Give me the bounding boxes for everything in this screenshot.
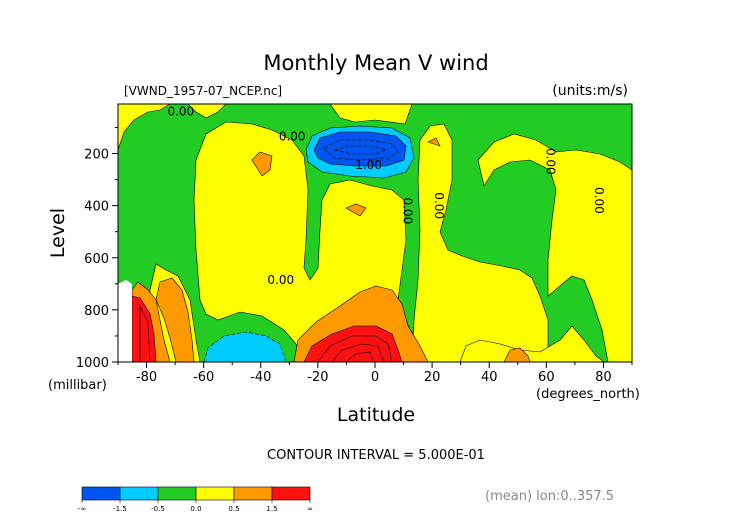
legend-label: -1.5 [113, 505, 127, 513]
contour-label: 0.00 [279, 129, 306, 143]
dataset-label: [VWND_1957-07_NCEP.nc] [124, 84, 282, 98]
chart-title: Monthly Mean V wind [263, 51, 488, 75]
contour-fill-negative [203, 331, 287, 362]
units-label: (units:m/s) [552, 83, 628, 99]
contour-label: 0.00 [167, 105, 194, 119]
color-legend: -∞ -1.5 -0.5 0.0 0.5 1.5 ∞ [78, 486, 313, 513]
y-tick-label: 400 [84, 200, 109, 215]
contour-fill-positive [251, 151, 273, 177]
contour-label: 0.00 [401, 197, 415, 224]
contour-label: 0.00 [592, 187, 606, 214]
x-axis: -80 -60 -40 -20 0 20 40 60 80 [117, 362, 633, 385]
legend-swatch [271, 486, 311, 501]
contour-interval-note: CONTOUR INTERVAL = 5.000E-01 [267, 448, 485, 463]
x-tick-label: -40 [250, 370, 271, 385]
contour-label: 0.00 [432, 192, 446, 219]
legend-label: -∞ [78, 505, 86, 513]
x-axis-title: Latitude [337, 404, 415, 426]
contour-labels: 0.00 0.00 0.00 0.00 0.00 0.00 0.00 -1.00 [167, 105, 605, 287]
contour-fill-strong-negative [313, 131, 407, 167]
contour-fills [118, 104, 632, 362]
y-axis-title: Level [47, 208, 69, 258]
legend-swatch [157, 486, 197, 501]
contour-fill-positive [427, 137, 441, 147]
contour-label: -1.00 [351, 158, 382, 172]
y-tick-label: 200 [84, 148, 109, 163]
x-tick-label: -80 [136, 370, 157, 385]
contour-fill-positive [155, 277, 195, 362]
y-tick-label: 800 [84, 304, 109, 319]
x-tick-label: 0 [371, 370, 379, 385]
legend-swatch [119, 486, 159, 501]
contour-fill-weak-positive [477, 133, 632, 362]
missing-data-mask [118, 280, 132, 362]
contour-fill-weak-positive [459, 325, 605, 362]
x-tick-label: 20 [424, 370, 441, 385]
y-axis: 200 400 600 800 1000 [76, 126, 118, 371]
contour-fill-positive [345, 203, 367, 217]
x-units-label: (degrees_north) [536, 387, 640, 402]
x-tick-label: -60 [193, 370, 214, 385]
x-tick-label: 60 [538, 370, 555, 385]
legend-swatch [233, 486, 273, 501]
legend-label: 1.5 [266, 505, 277, 513]
y-tick-label: 1000 [76, 356, 109, 371]
contour-fill-weak-positive [411, 123, 549, 362]
y-tick-label: 600 [84, 252, 109, 267]
y-units-label: (millibar) [48, 378, 107, 393]
x-tick-label: 80 [595, 370, 612, 385]
contour-fill-positive [503, 347, 531, 362]
contour-plot-area: 0.00 0.00 0.00 0.00 0.00 0.00 0.00 -1.00 [117, 103, 633, 363]
x-tick-label: 40 [481, 370, 498, 385]
legend-label: 0.5 [228, 505, 239, 513]
x-tick-label: -20 [307, 370, 328, 385]
negative-contour-lines [323, 139, 399, 161]
legend-swatch [195, 486, 235, 501]
contour-label: 0.00 [267, 273, 294, 287]
legend-label: ∞ [307, 505, 313, 513]
contour-fill-weak-positive [212, 104, 413, 125]
contour-fill-weak-positive [118, 104, 227, 151]
positive-contour-lines [139, 305, 393, 362]
legend-swatch [81, 486, 121, 501]
mean-note: (mean) lon:0..357.5 [485, 489, 614, 504]
legend-label: -0.5 [151, 505, 165, 513]
legend-label: 0.0 [190, 505, 201, 513]
contour-label: 0.00 [543, 148, 557, 175]
contour-fill-strong-positive [303, 325, 403, 362]
